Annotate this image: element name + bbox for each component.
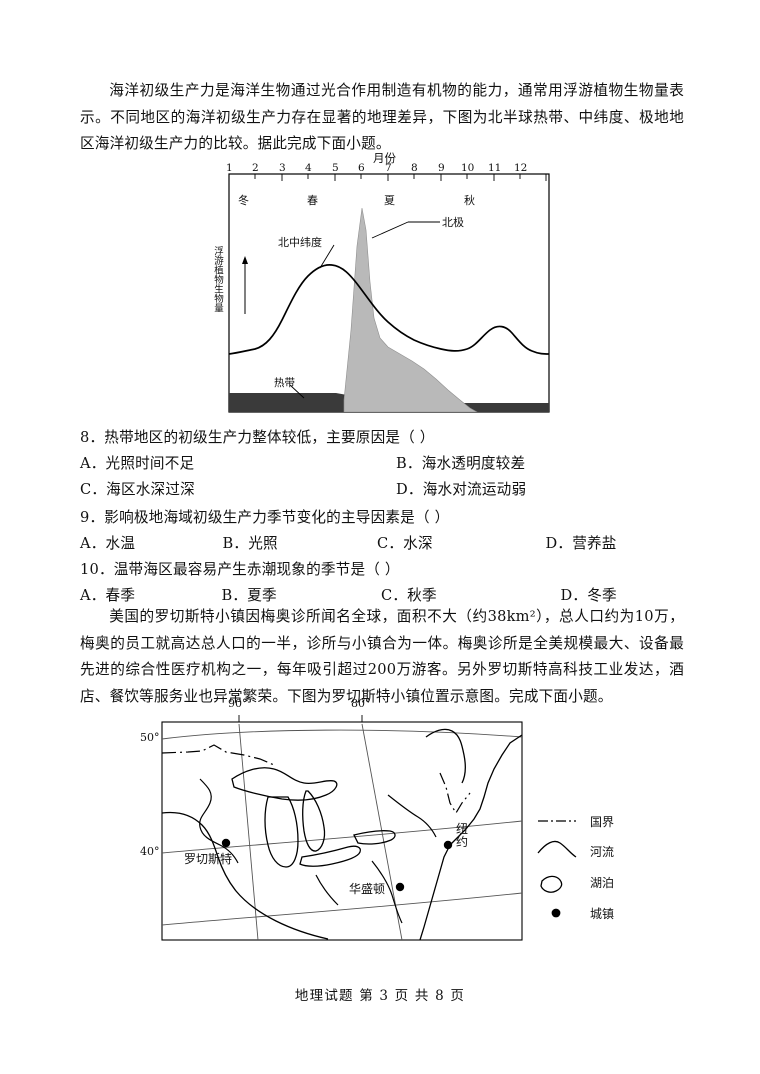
option-8-C[interactable]: C．海区水深过深 xyxy=(80,481,195,498)
question-8-options-row-1: A．光照时间不足 B．海水透明度较差 xyxy=(80,451,684,477)
map-longitude-label-90: 90° xyxy=(228,697,248,710)
parallel-55 xyxy=(162,729,522,740)
lake-erie xyxy=(299,845,362,867)
map-city-label-newyork: 纽约 xyxy=(456,822,469,849)
option-10-D[interactable]: D．冬季 xyxy=(560,587,617,604)
question-9-options: A．水温 B．光照 C．水深 D．营养盐 xyxy=(80,531,684,557)
question-8-options-row-2: C．海区水深过深 D．海水对流运动弱 xyxy=(80,477,684,503)
annotation-polar-leader xyxy=(371,221,440,239)
map-legend xyxy=(537,820,577,918)
legend-label-lake: 湖泊 xyxy=(590,876,615,890)
option-10-B[interactable]: B．夏季 xyxy=(221,587,277,604)
passage-1-text: 海洋初级生产力是海洋生物通过光合作用制造有机物的能力，通常用浮游植物生物量表示。… xyxy=(80,82,684,152)
curve-label-mid-latitude: 北中纬度 xyxy=(278,236,322,249)
chart-month-ticks xyxy=(228,174,547,181)
parallel-lower xyxy=(162,892,522,926)
map-city-label-rochester: 罗切斯特 xyxy=(184,852,233,866)
month-label: 9 xyxy=(438,162,445,174)
month-label: 10 xyxy=(461,162,475,174)
map-longitude-ticks xyxy=(238,715,363,722)
month-label: 4 xyxy=(305,162,312,174)
lake-superior xyxy=(231,767,338,801)
lake-huron xyxy=(302,790,326,852)
chart-y-axis-arrow xyxy=(242,256,248,314)
option-10-A[interactable]: A．春季 xyxy=(80,587,136,604)
annotation-tropical-leader xyxy=(289,384,305,399)
month-label: 3 xyxy=(279,162,286,174)
month-label: 12 xyxy=(514,162,528,174)
season-label-spring: 春 xyxy=(307,194,318,207)
river-mississippi xyxy=(199,778,239,864)
river-ohio xyxy=(315,874,339,906)
legend-town-icon xyxy=(551,908,561,918)
option-10-C[interactable]: C．秋季 xyxy=(381,587,437,604)
season-label-summer: 夏 xyxy=(384,194,395,207)
legend-label-river: 河流 xyxy=(590,845,615,859)
legend-label-border: 国界 xyxy=(590,815,615,829)
river-stlawrence xyxy=(387,794,437,838)
figure-rochester-location-map: 90° 80° 50° 40° 罗切斯特 纽约 华盛顿 国界 河流 湖泊 城镇 xyxy=(140,695,640,945)
river-potomac xyxy=(371,860,403,924)
option-9-D[interactable]: D．营养盐 xyxy=(545,535,617,552)
question-10-options: A．春季 B．夏季 C．秋季 D．冬季 xyxy=(80,583,684,609)
question-9-stem: 9．影响极地海域初级生产力季节变化的主导因素是（ ） xyxy=(80,509,450,526)
option-9-C[interactable]: C．水深 xyxy=(377,535,433,552)
option-9-A[interactable]: A．水温 xyxy=(80,535,136,552)
curve-label-tropical: 热带 xyxy=(274,377,295,389)
legend-label-town: 城镇 xyxy=(590,907,615,921)
curve-label-polar: 北极 xyxy=(442,216,464,229)
meridian-90 xyxy=(238,723,259,940)
question-10-stem: 10．温带海区最容易产生赤潮现象的季节是（ ） xyxy=(80,561,400,578)
season-label-autumn: 秋 xyxy=(464,194,475,207)
annotation-midlat-leader xyxy=(319,244,335,269)
month-label: 1 xyxy=(226,162,233,174)
map-latitude-label-50: 50° xyxy=(140,731,160,744)
border-line-north xyxy=(162,744,275,766)
question-8-stem: 8．热带地区的初级生产力整体较低，主要原因是（ ） xyxy=(80,429,435,446)
page-footer: 地理试题 第 3 页 共 8 页 xyxy=(294,988,466,1004)
legend-lake-icon xyxy=(540,875,563,893)
map-frame xyxy=(161,721,523,941)
month-label: 11 xyxy=(488,162,502,174)
chart-svg xyxy=(228,173,550,413)
map-svg xyxy=(161,715,577,941)
month-label: 6 xyxy=(358,162,365,174)
chart-title-month: 月份 xyxy=(373,151,396,165)
series-mid-latitude-line xyxy=(229,264,549,355)
month-label: 8 xyxy=(411,162,418,174)
lake-michigan xyxy=(264,796,299,868)
city-dot-rochester xyxy=(221,838,231,848)
season-label-winter: 冬 xyxy=(238,194,249,207)
month-label: 2 xyxy=(252,162,259,174)
coastline-northeast xyxy=(425,728,466,784)
city-dot-newyork xyxy=(443,840,453,850)
series-polar-area xyxy=(343,207,478,412)
map-city-label-washington: 华盛顿 xyxy=(349,882,386,896)
legend-river-icon xyxy=(537,840,577,858)
map-latitude-label-40: 40° xyxy=(140,845,160,858)
option-8-B[interactable]: B．海水透明度较差 xyxy=(396,455,526,472)
chart-y-axis-label: 浮游植物生物量 xyxy=(212,246,223,313)
figure-ocean-productivity-chart: 月份 浮游植物生物量 xyxy=(212,150,557,418)
lake-ontario xyxy=(353,830,396,845)
city-dot-washington xyxy=(395,882,405,892)
map-longitude-label-80: 80° xyxy=(351,697,371,710)
month-label: 5 xyxy=(332,162,339,174)
option-8-A[interactable]: A．光照时间不足 xyxy=(80,455,195,472)
option-8-D[interactable]: D．海水对流运动弱 xyxy=(396,481,527,498)
coastline-east xyxy=(419,734,522,940)
month-label: 7 xyxy=(385,162,392,174)
passage-2-text: 美国的罗切斯特小镇因梅奥诊所闻名全球，面积不大（约38km²），总人口约为10万… xyxy=(80,608,684,705)
option-9-B[interactable]: B．光照 xyxy=(222,535,278,552)
